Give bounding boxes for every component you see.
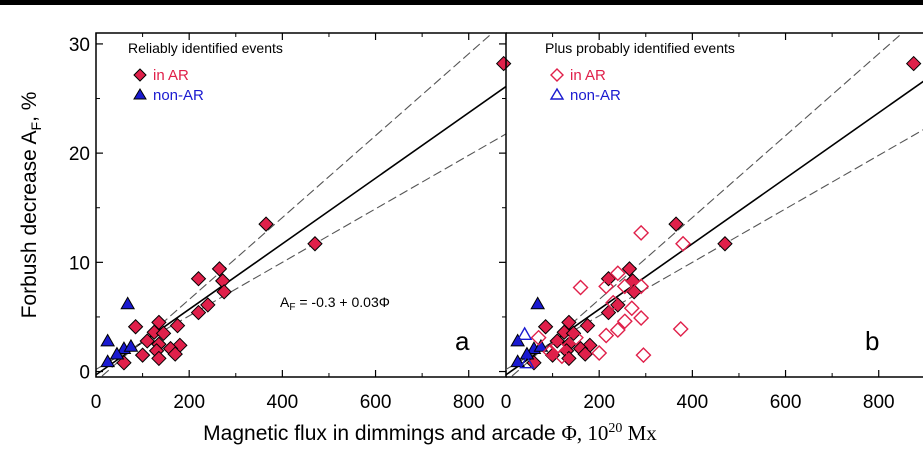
data-point-diamond: [718, 237, 732, 251]
x-tick-label: 400: [677, 392, 709, 413]
fit-formula: AF = -0.3 + 0.03Φ: [280, 294, 390, 313]
panel-b: 0 200 400 600 800 Plus probably identified e…: [483, 0, 923, 413]
data-point-triangle: [531, 297, 544, 308]
y-tick-label: 20: [69, 144, 90, 165]
x-tick-label: 800: [863, 392, 895, 413]
data-point-triangle: [511, 334, 524, 345]
ticks-b: 0 200 400 600 800: [501, 33, 895, 413]
x-tick-label: 200: [173, 392, 205, 413]
data-point-diamond: [636, 348, 650, 362]
x-tick-label: 0: [501, 392, 512, 413]
panel-letter-a: a: [455, 326, 470, 356]
y-tick-label: 0: [79, 363, 90, 384]
x-axis-label: Magnetic flux in dimmings and arcade Φ, …: [203, 421, 657, 445]
data-point-diamond: [136, 348, 150, 362]
triangle-open-icon: [551, 89, 563, 99]
x-tick-label: 0: [91, 392, 102, 413]
x-tick-label: 200: [583, 392, 615, 413]
panel-a: 0 200 400 600 800 0 10 20 30 Reliably identified…: [69, 0, 562, 413]
data-point-diamond: [539, 320, 553, 334]
y-axis-label: Forbush decrease AF, %: [18, 92, 44, 319]
data-point-diamond: [129, 320, 143, 334]
diamond-open-icon: [551, 69, 563, 81]
data-point-diamond: [634, 311, 648, 325]
y-tick-label: 30: [69, 35, 90, 56]
x-tick-label: 800: [453, 392, 485, 413]
x-tick-label: 400: [267, 392, 299, 413]
legend-title-a: Reliably identified events: [128, 40, 283, 56]
fit-line-b: [483, 47, 923, 391]
lower-bound-line-b: [483, 102, 923, 383]
fit-lines-b: [483, 0, 923, 402]
data-point-diamond: [669, 217, 683, 231]
legend-a: in AR non-AR: [134, 67, 204, 104]
ticks-a: 0 200 400 600 800 0 10 20 30: [69, 33, 506, 413]
legend-title-b: Plus probably identified events: [545, 40, 735, 56]
upper-bound-line-b: [483, 0, 923, 402]
data-point-diamond: [674, 322, 688, 336]
data-point-diamond: [602, 272, 616, 286]
triangle-filled-icon: [134, 89, 146, 99]
legend-label-in-ar-b: in AR: [570, 67, 606, 84]
legend-label-non-ar-a: non-AR: [153, 87, 204, 104]
diamond-filled-icon: [134, 69, 146, 81]
x-tick-label: 600: [360, 392, 392, 413]
data-point-diamond: [676, 237, 690, 251]
legend-b: in AR non-AR: [551, 67, 621, 104]
data-point-triangle: [518, 328, 531, 339]
data-point-diamond: [634, 226, 648, 240]
data-point-diamond: [212, 262, 226, 276]
data-point-diamond: [217, 285, 231, 299]
x-tick-label: 600: [770, 392, 802, 413]
data-point-diamond: [308, 237, 322, 251]
data-point-diamond: [574, 280, 588, 294]
data-point-diamond: [546, 348, 560, 362]
panel-letter-b: b: [865, 326, 879, 356]
data-point-triangle: [121, 297, 134, 308]
data-point-diamond: [625, 301, 639, 315]
data-point-diamond: [907, 57, 921, 71]
y-tick-label: 10: [69, 253, 90, 274]
data-point-diamond: [192, 272, 206, 286]
data-point-diamond: [259, 217, 273, 231]
legend-label-non-ar-b: non-AR: [570, 87, 621, 104]
top-rule: [0, 0, 923, 5]
data-point-diamond: [497, 57, 511, 71]
legend-label-in-ar-a: in AR: [153, 67, 189, 84]
data-point-diamond: [618, 314, 632, 328]
data-point-triangle: [101, 334, 114, 345]
